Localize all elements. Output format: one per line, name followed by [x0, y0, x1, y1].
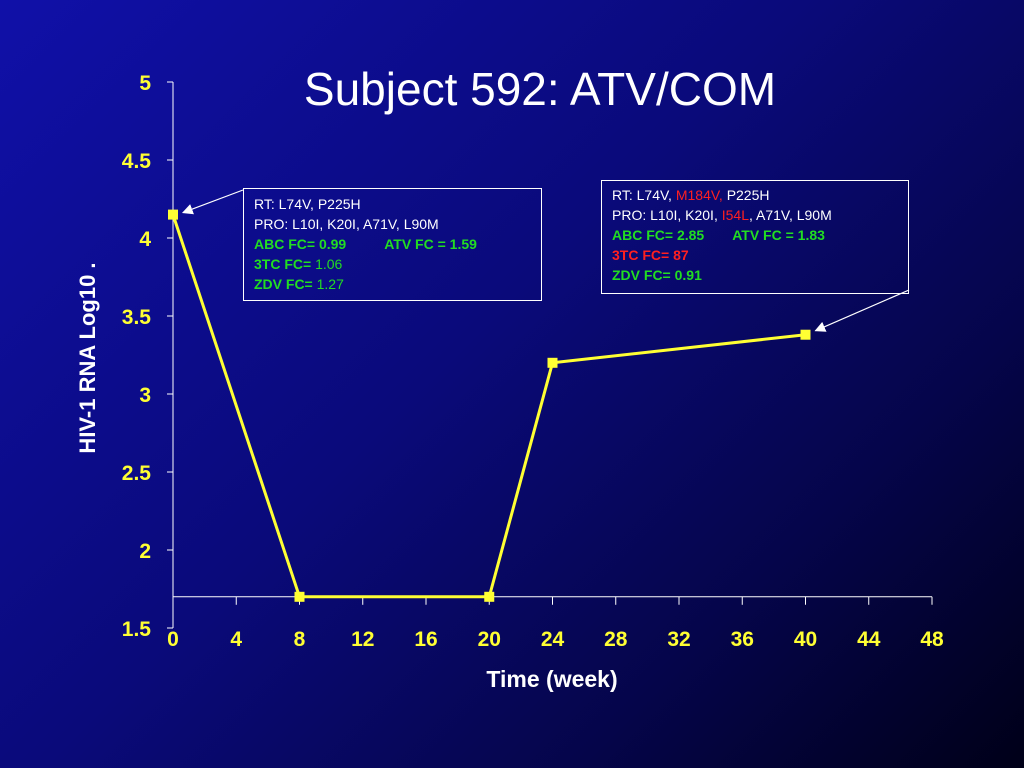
annotation-week40-pro-c: , A71V, L90M — [748, 207, 832, 223]
annotation-week40-rt-mutation: M184V, — [675, 187, 723, 203]
annotation-week0-abc: ABC FC= 0.99 — [254, 236, 347, 252]
tick-labels: 1.522.533.544.550 4 8 12 16 20 24 28 32 36 40 44 48 — [122, 72, 944, 651]
annotation-week0-fc-row: ABC FC= 0.99 ATV FC = 1.59 — [254, 234, 531, 254]
annotation-week40-zdv: ZDV FC= 0.91 — [612, 267, 702, 283]
x-tick-label: 36 — [731, 628, 754, 651]
annotation-week40-pro-mutation: I54L — [721, 207, 749, 223]
y-tick-label: 3 — [139, 384, 151, 407]
annotation-week0-3tc-label: 3TC FC= — [254, 256, 312, 272]
annotation-week0-pro: PRO: L10I, K20I, A71V, L90M — [254, 216, 439, 232]
annotation-week40-fc-row: ABC FC= 2.85 ATV FC = 1.83 — [612, 225, 898, 245]
x-tick-label: 0 — [167, 628, 179, 651]
y-tick-label: 5 — [139, 72, 151, 95]
y-tick-label: 4 — [139, 228, 151, 251]
x-tick-label: 24 — [541, 628, 565, 651]
x-tick-label: 32 — [667, 628, 690, 651]
y-axis-label: HIV-1 RNA Log10 . — [75, 262, 100, 454]
annotation-week40-rt-a: RT: L74V, — [612, 187, 672, 203]
chart-title: Subject 592: ATV/COM — [303, 63, 777, 115]
data-point — [800, 329, 811, 340]
annotation-week40-pro: PRO: L10I, K20I, I54L, A71V, L90M — [612, 205, 898, 225]
annotation-week40-atv: ATV FC = 1.83 — [732, 227, 825, 243]
x-tick-label: 4 — [230, 628, 242, 651]
arrow-to-week40 — [814, 289, 910, 332]
series-layer — [168, 209, 811, 602]
y-tick-label: 2 — [139, 540, 151, 563]
x-tick-label: 20 — [478, 628, 501, 651]
annotation-week40-rt-c: P225H — [726, 187, 770, 203]
annotation-week0-zdv: ZDV FC= 1.27 — [254, 274, 531, 294]
data-point — [484, 591, 495, 602]
x-tick-label: 44 — [857, 628, 881, 651]
annotation-week0-zdv-value: 1.27 — [316, 276, 344, 292]
annotation-week40-3tc: 3TC FC= 87 — [612, 247, 689, 263]
y-tick-label: 1.5 — [122, 618, 152, 641]
annotation-week40-abc: ABC FC= 2.85 — [612, 227, 705, 243]
data-point — [547, 357, 558, 368]
annotation-week0-zdv-label: ZDV FC= — [254, 276, 313, 292]
annotation-week40-pro-a: PRO: L10I, K20I, — [612, 207, 718, 223]
x-tick-label: 48 — [920, 628, 944, 651]
annotation-week40-rt: RT: L74V, M184V, P225H — [612, 185, 898, 205]
annotation-week0-3tc: 3TC FC= 1.06 — [254, 254, 531, 274]
arrow-to-week0 — [181, 189, 244, 215]
x-axis-label: Time (week) — [486, 666, 618, 692]
data-point — [168, 209, 178, 220]
annotation-arrows — [181, 189, 910, 332]
annotation-week0-3tc-value: 1.06 — [315, 256, 343, 272]
annotation-week0: RT: L74V, P225H PRO: L10I, K20I, A71V, L… — [243, 188, 542, 301]
y-tick-label: 4.5 — [122, 150, 152, 173]
y-tick-label: 3.5 — [122, 306, 152, 329]
x-tick-label: 16 — [414, 628, 437, 651]
x-tick-label: 40 — [794, 628, 817, 651]
data-point — [294, 591, 305, 602]
annotation-week0-atv: ATV FC = 1.59 — [384, 236, 477, 252]
annotation-week40: RT: L74V, M184V, P225H PRO: L10I, K20I, … — [601, 180, 909, 294]
x-tick-label: 8 — [294, 628, 306, 651]
annotation-week0-rt: RT: L74V, P225H — [254, 196, 361, 212]
y-tick-label: 2.5 — [122, 462, 152, 485]
x-tick-label: 12 — [351, 628, 374, 651]
x-tick-label: 28 — [604, 628, 628, 651]
